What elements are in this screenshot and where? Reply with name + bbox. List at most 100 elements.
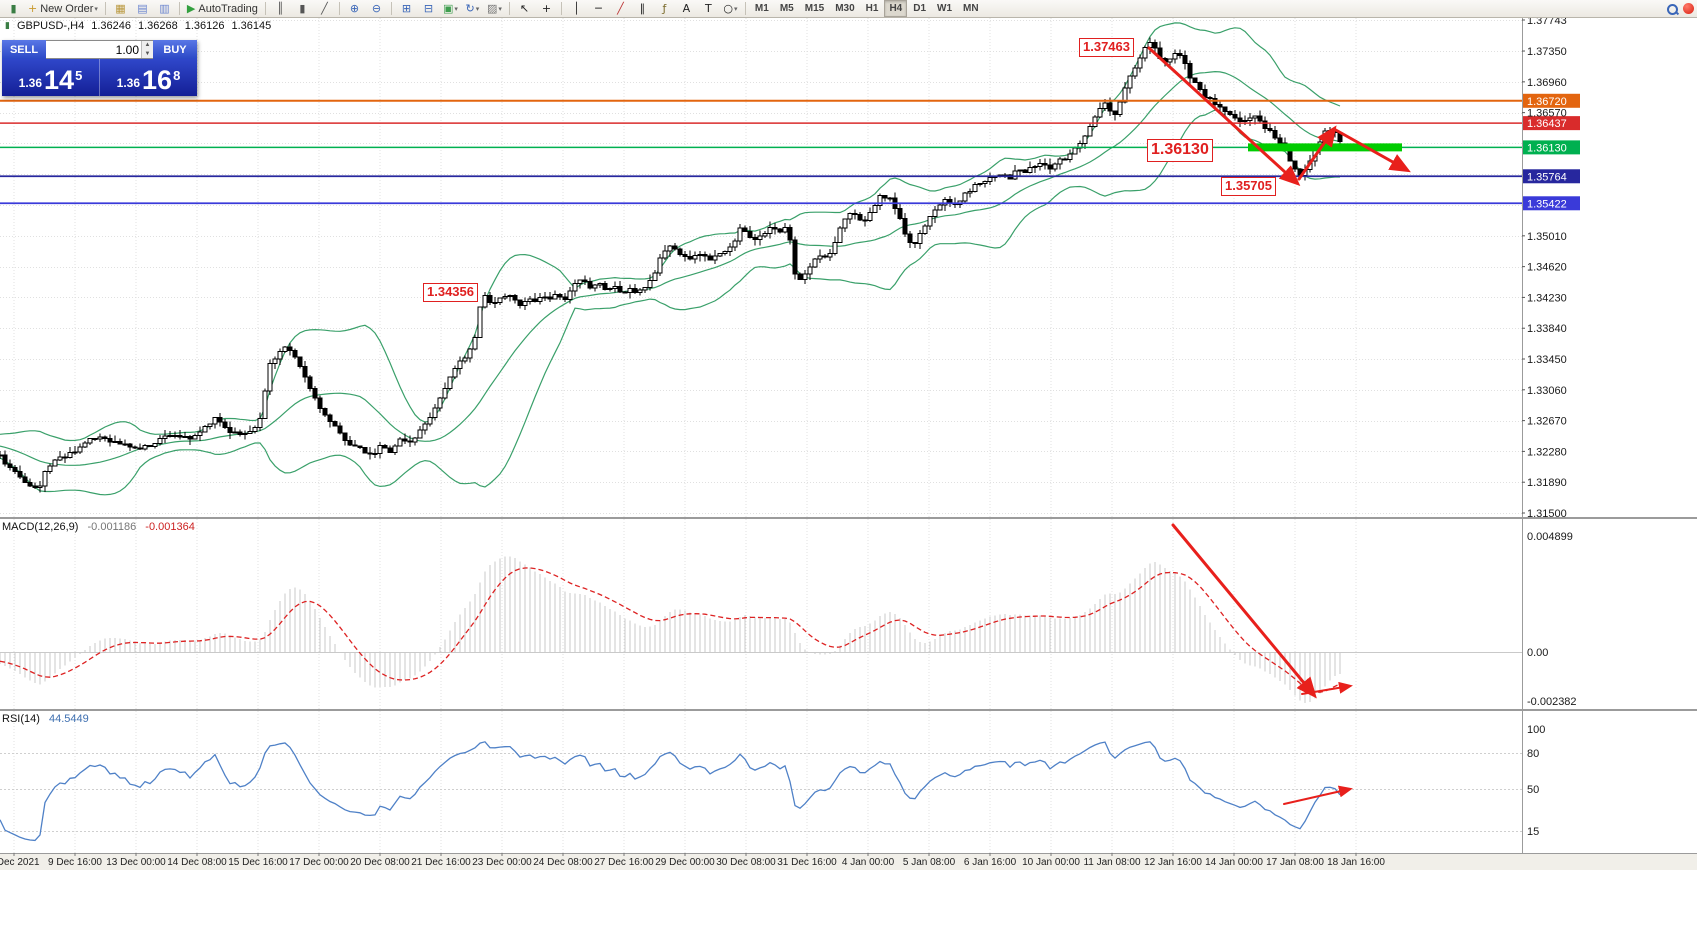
horizontal-line-icon[interactable]: ─ xyxy=(588,0,609,17)
svg-text:1.33450: 1.33450 xyxy=(1527,354,1567,366)
zoom-out-icon[interactable]: ⊖ xyxy=(366,0,387,17)
svg-text:1.37743: 1.37743 xyxy=(1527,15,1567,27)
timeframe-m1[interactable]: M1 xyxy=(754,3,769,14)
buy-button[interactable]: BUY xyxy=(153,40,197,59)
buy-price-button[interactable]: 1.36 16 8 xyxy=(99,59,197,96)
price-annotation[interactable]: 1.35705 xyxy=(1221,177,1276,196)
svg-text:1.35010: 1.35010 xyxy=(1527,231,1567,243)
timeframe-d1[interactable]: D1 xyxy=(913,3,927,14)
timeframe-m30[interactable]: M30 xyxy=(835,3,855,14)
channel-icon: ∥ xyxy=(639,2,646,15)
rsi-line xyxy=(0,741,1341,842)
timeframe-h1[interactable]: H1 xyxy=(865,3,879,14)
svg-text:80: 80 xyxy=(1527,748,1539,760)
level-lines[interactable]: 1.36720 1.36437 1.36130 1.35764 1.35422 xyxy=(0,93,1580,211)
new-chart-icon[interactable]: ▣ ▾ xyxy=(440,0,461,17)
trend-arrows[interactable] xyxy=(1147,46,1411,805)
vertical-line-icon: │ xyxy=(573,2,580,15)
support-zone-highlight[interactable] xyxy=(1248,143,1402,152)
new-order-button[interactable]: + New Order ▾ xyxy=(25,0,101,17)
charts-grid-icon: ▦ xyxy=(115,2,126,15)
templates-icon[interactable]: ▨ ▾ xyxy=(484,0,505,17)
profiles-cycle-icon-dropdown-icon[interactable]: ▾ xyxy=(475,5,480,13)
svg-text:-0.002382: -0.002382 xyxy=(1527,696,1577,708)
svg-text:27 Dec 16:00: 27 Dec 16:00 xyxy=(594,857,654,868)
macd-indicator-label: MACD(12,26,9) -0.001186 -0.001364 xyxy=(2,521,195,533)
symbol-label: GBPUSD-,H4 xyxy=(16,20,85,32)
timeframe-mn[interactable]: MN xyxy=(963,3,979,14)
crosshair-icon[interactable]: + xyxy=(536,0,557,17)
shapes-icon-dropdown-icon[interactable]: ▾ xyxy=(733,5,738,13)
symbol-info-bar: ▮ GBPUSD-,H4 1.36246 1.36268 1.36126 1.3… xyxy=(5,20,271,32)
price-tag xyxy=(1523,196,1580,211)
trendline-icon: ╱ xyxy=(617,2,624,15)
timeframe-h4[interactable]: H4 xyxy=(884,0,908,17)
svg-text:14 Jan 00:00: 14 Jan 00:00 xyxy=(1205,857,1263,868)
chart-symbol-icon: ▮ xyxy=(10,2,17,15)
bar-chart-icon[interactable]: ║ xyxy=(270,0,291,17)
buy-price-pip: 8 xyxy=(173,68,181,83)
macd-signal-line xyxy=(0,567,1341,693)
timeframe-m5[interactable]: M5 xyxy=(779,3,794,14)
vertical-line-icon[interactable]: │ xyxy=(566,0,587,17)
svg-text:1.37350: 1.37350 xyxy=(1527,46,1567,58)
svg-text:4 Jan 00:00: 4 Jan 00:00 xyxy=(842,857,895,868)
price-annotation[interactable]: 1.37463 xyxy=(1079,38,1134,57)
text-icon[interactable]: A xyxy=(676,0,697,17)
shapes-icon: ○ xyxy=(723,2,733,15)
svg-text:1.34620: 1.34620 xyxy=(1527,262,1567,274)
rsi-value: 44.5449 xyxy=(48,713,89,725)
price-annotation[interactable]: 1.34356 xyxy=(423,283,478,302)
rsi-name: RSI(14) xyxy=(2,713,40,725)
svg-text:1.31890: 1.31890 xyxy=(1527,477,1567,489)
timeframe-m15[interactable]: M15 xyxy=(804,3,825,14)
fibonacci-icon[interactable]: ƒ xyxy=(654,0,675,17)
new-chart-icon-dropdown-icon[interactable]: ▾ xyxy=(454,5,458,13)
zoom-in-icon[interactable]: ⊕ xyxy=(344,0,365,17)
volume-input[interactable] xyxy=(46,41,141,58)
search-icon[interactable] xyxy=(1666,3,1678,15)
trendline-icon[interactable]: ╱ xyxy=(610,0,631,17)
sell-price-button[interactable]: 1.36 14 5 xyxy=(2,59,99,96)
candlestick-chart-icon[interactable]: ▮ xyxy=(292,0,313,17)
channel-icon[interactable]: ∥ xyxy=(632,0,653,17)
profiles-icon[interactable]: ▤ xyxy=(132,0,153,17)
profiles-icon: ▤ xyxy=(137,2,148,15)
arrange-windows-icon[interactable]: ⊟ xyxy=(418,0,439,17)
price-tag xyxy=(1523,116,1580,131)
svg-text:100: 100 xyxy=(1527,724,1545,736)
label-icon: T xyxy=(705,2,712,15)
buy-price-big: 16 xyxy=(142,65,173,95)
cursor-icon[interactable]: ↖ xyxy=(514,0,535,17)
profiles-cycle-icon[interactable]: ↻ ▾ xyxy=(462,0,483,17)
panel-splitter[interactable] xyxy=(0,709,1697,711)
chart-symbol-icon[interactable]: ▮ xyxy=(3,0,24,17)
svg-text:1.35764: 1.35764 xyxy=(1527,171,1567,183)
timeframe-w1[interactable]: W1 xyxy=(937,3,953,14)
toolbar-separator xyxy=(178,2,180,15)
shapes-icon[interactable]: ○ ▾ xyxy=(720,0,741,17)
panel-splitter[interactable] xyxy=(0,517,1697,519)
new-order-button-dropdown-icon[interactable]: ▾ xyxy=(94,5,98,13)
charts-grid-icon[interactable]: ▦ xyxy=(110,0,131,17)
notification-icon[interactable] xyxy=(1683,3,1694,14)
templates-icon-dropdown-icon[interactable]: ▾ xyxy=(498,5,502,13)
macd-histogram xyxy=(0,556,1341,703)
svg-text:2 Dec 2021: 2 Dec 2021 xyxy=(0,857,40,868)
ohlc-close: 1.36145 xyxy=(231,20,272,32)
price-annotation[interactable]: 1.36130 xyxy=(1147,139,1213,162)
volume-up-icon[interactable]: ▲ xyxy=(142,41,153,50)
svg-text:1.33060: 1.33060 xyxy=(1527,385,1567,397)
sell-button[interactable]: SELL xyxy=(2,40,46,59)
volume-down-icon[interactable]: ▼ xyxy=(142,49,153,58)
tile-windows-icon[interactable]: ⊞ xyxy=(396,0,417,17)
line-chart-icon[interactable]: ╱ xyxy=(314,0,335,17)
market-watch-icon[interactable]: ▥ xyxy=(154,0,175,17)
autotrading-button[interactable]: ▶ AutoTrading xyxy=(184,0,261,17)
label-icon[interactable]: T xyxy=(698,0,719,17)
svg-text:0.00: 0.00 xyxy=(1527,647,1548,659)
macd-main-value: -0.001186 xyxy=(87,521,137,533)
